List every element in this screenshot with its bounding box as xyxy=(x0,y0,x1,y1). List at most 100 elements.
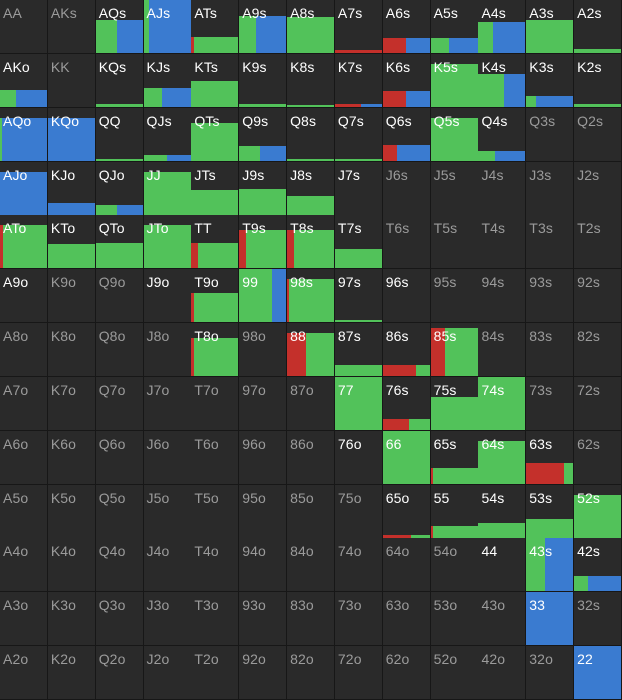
hand-cell-q2o[interactable]: Q2o xyxy=(95,646,144,700)
hand-cell-j3s[interactable]: J3s xyxy=(526,161,575,216)
hand-cell-jto[interactable]: JTo xyxy=(143,215,192,270)
hand-cell-ako[interactable]: AKo xyxy=(0,53,48,108)
hand-cell-42s[interactable]: 42s xyxy=(574,538,622,593)
hand-cell-t5s[interactable]: T5s xyxy=(430,215,479,270)
hand-cell-a8s[interactable]: A8s xyxy=(287,0,336,54)
hand-cell-92o[interactable]: 92o xyxy=(239,646,288,700)
hand-cell-t9o[interactable]: T9o xyxy=(191,269,240,324)
hand-cell-97o[interactable]: 97o xyxy=(239,376,288,431)
hand-cell-84s[interactable]: 84s xyxy=(478,323,527,378)
hand-cell-k3o[interactable]: K3o xyxy=(47,592,96,647)
hand-cell-75o[interactable]: 75o xyxy=(334,484,383,539)
hand-cell-kjs[interactable]: KJs xyxy=(143,53,192,108)
hand-cell-a4s[interactable]: A4s xyxy=(478,0,527,54)
hand-cell-aqo[interactable]: AQo xyxy=(0,107,48,162)
hand-cell-qjo[interactable]: QJo xyxy=(95,161,144,216)
hand-cell-j5o[interactable]: J5o xyxy=(143,484,192,539)
hand-cell-97s[interactable]: 97s xyxy=(334,269,383,324)
hand-cell-t3s[interactable]: T3s xyxy=(526,215,575,270)
hand-cell-73o[interactable]: 73o xyxy=(334,592,383,647)
hand-cell-j5s[interactable]: J5s xyxy=(430,161,479,216)
hand-cell-53s[interactable]: 53s xyxy=(526,484,575,539)
hand-cell-aa[interactable]: AA xyxy=(0,0,48,54)
hand-cell-94o[interactable]: 94o xyxy=(239,538,288,593)
hand-cell-t8s[interactable]: T8s xyxy=(287,215,336,270)
hand-cell-62s[interactable]: 62s xyxy=(574,430,622,485)
hand-cell-52o[interactable]: 52o xyxy=(430,646,479,700)
hand-cell-96s[interactable]: 96s xyxy=(382,269,431,324)
hand-cell-62o[interactable]: 62o xyxy=(382,646,431,700)
hand-cell-k3s[interactable]: K3s xyxy=(526,53,575,108)
hand-cell-65o[interactable]: 65o xyxy=(382,484,431,539)
hand-cell-55[interactable]: 55 xyxy=(430,484,479,539)
hand-cell-j9o[interactable]: J9o xyxy=(143,269,192,324)
hand-cell-q3s[interactable]: Q3s xyxy=(526,107,575,162)
hand-cell-82o[interactable]: 82o xyxy=(287,646,336,700)
hand-cell-t3o[interactable]: T3o xyxy=(191,592,240,647)
hand-cell-a5o[interactable]: A5o xyxy=(0,484,48,539)
hand-cell-j6s[interactable]: J6s xyxy=(382,161,431,216)
hand-cell-86o[interactable]: 86o xyxy=(287,430,336,485)
hand-cell-99[interactable]: 99 xyxy=(239,269,288,324)
hand-cell-a5s[interactable]: A5s xyxy=(430,0,479,54)
hand-cell-aqs[interactable]: AQs xyxy=(95,0,144,54)
hand-cell-k7o[interactable]: K7o xyxy=(47,376,96,431)
hand-cell-82s[interactable]: 82s xyxy=(574,323,622,378)
hand-cell-q6o[interactable]: Q6o xyxy=(95,430,144,485)
hand-cell-j6o[interactable]: J6o xyxy=(143,430,192,485)
hand-cell-kqs[interactable]: KQs xyxy=(95,53,144,108)
hand-cell-54s[interactable]: 54s xyxy=(478,484,527,539)
hand-cell-k6o[interactable]: K6o xyxy=(47,430,96,485)
hand-cell-a2s[interactable]: A2s xyxy=(574,0,622,54)
hand-cell-j2s[interactable]: J2s xyxy=(574,161,622,216)
hand-cell-jts[interactable]: JTs xyxy=(191,161,240,216)
hand-cell-t2s[interactable]: T2s xyxy=(574,215,622,270)
hand-cell-a3o[interactable]: A3o xyxy=(0,592,48,647)
hand-cell-t2o[interactable]: T2o xyxy=(191,646,240,700)
hand-cell-k8o[interactable]: K8o xyxy=(47,323,96,378)
hand-cell-a3s[interactable]: A3s xyxy=(526,0,575,54)
hand-cell-72o[interactable]: 72o xyxy=(334,646,383,700)
hand-cell-j7o[interactable]: J7o xyxy=(143,376,192,431)
hand-cell-93s[interactable]: 93s xyxy=(526,269,575,324)
hand-cell-q5o[interactable]: Q5o xyxy=(95,484,144,539)
hand-cell-j4s[interactable]: J4s xyxy=(478,161,527,216)
hand-cell-75s[interactable]: 75s xyxy=(430,376,479,431)
hand-cell-83s[interactable]: 83s xyxy=(526,323,575,378)
hand-cell-32o[interactable]: 32o xyxy=(526,646,575,700)
hand-cell-33[interactable]: 33 xyxy=(526,592,575,647)
hand-cell-jj[interactable]: JJ xyxy=(143,161,192,216)
hand-cell-t5o[interactable]: T5o xyxy=(191,484,240,539)
hand-cell-a4o[interactable]: A4o xyxy=(0,538,48,593)
hand-cell-q8o[interactable]: Q8o xyxy=(95,323,144,378)
hand-cell-q6s[interactable]: Q6s xyxy=(382,107,431,162)
hand-cell-ats[interactable]: ATs xyxy=(191,0,240,54)
hand-cell-k4s[interactable]: K4s xyxy=(478,53,527,108)
hand-cell-74s[interactable]: 74s xyxy=(478,376,527,431)
hand-cell-98s[interactable]: 98s xyxy=(287,269,336,324)
hand-cell-54o[interactable]: 54o xyxy=(430,538,479,593)
hand-cell-72s[interactable]: 72s xyxy=(574,376,622,431)
hand-cell-86s[interactable]: 86s xyxy=(382,323,431,378)
hand-cell-t4s[interactable]: T4s xyxy=(478,215,527,270)
hand-cell-q4o[interactable]: Q4o xyxy=(95,538,144,593)
hand-cell-k2s[interactable]: K2s xyxy=(574,53,622,108)
hand-cell-95s[interactable]: 95s xyxy=(430,269,479,324)
hand-cell-j3o[interactable]: J3o xyxy=(143,592,192,647)
hand-cell-74o[interactable]: 74o xyxy=(334,538,383,593)
hand-cell-a9o[interactable]: A9o xyxy=(0,269,48,324)
hand-cell-32s[interactable]: 32s xyxy=(574,592,622,647)
hand-cell-k7s[interactable]: K7s xyxy=(334,53,383,108)
hand-cell-85o[interactable]: 85o xyxy=(287,484,336,539)
hand-cell-44[interactable]: 44 xyxy=(478,538,527,593)
hand-cell-j8o[interactable]: J8o xyxy=(143,323,192,378)
hand-cell-t4o[interactable]: T4o xyxy=(191,538,240,593)
hand-cell-k6s[interactable]: K6s xyxy=(382,53,431,108)
hand-cell-76s[interactable]: 76s xyxy=(382,376,431,431)
hand-cell-k8s[interactable]: K8s xyxy=(287,53,336,108)
hand-cell-t7s[interactable]: T7s xyxy=(334,215,383,270)
hand-cell-77[interactable]: 77 xyxy=(334,376,383,431)
hand-cell-qto[interactable]: QTo xyxy=(95,215,144,270)
hand-cell-87o[interactable]: 87o xyxy=(287,376,336,431)
hand-cell-k9s[interactable]: K9s xyxy=(239,53,288,108)
